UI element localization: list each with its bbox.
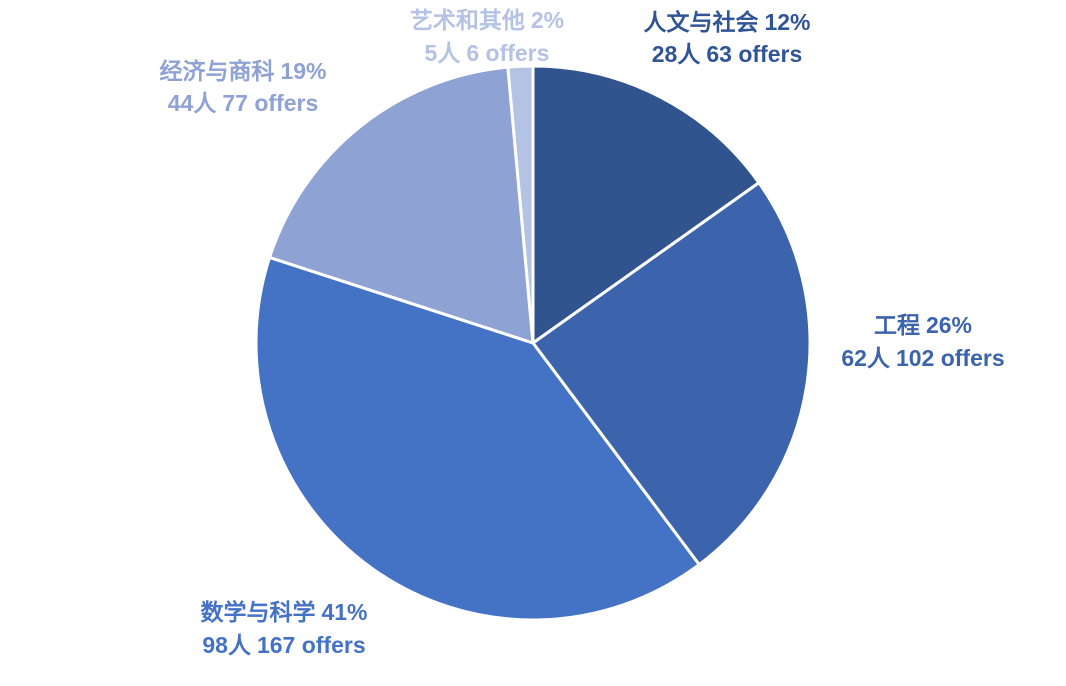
label-economics-business-line1: 经济与商科 [159, 58, 274, 84]
pie-slice-humanities [531, 64, 761, 345]
pie-slice-economics-business [268, 65, 535, 345]
label-math-science-percent: 41% [321, 599, 367, 625]
label-engineering-people: 62人 [841, 345, 891, 371]
label-engineering-offers: 102 offers [896, 345, 1005, 371]
label-arts-other-people: 5人 [425, 40, 462, 66]
label-engineering-percent: 26% [926, 312, 972, 338]
label-humanities-percent: 12% [764, 9, 810, 35]
label-engineering-line1: 工程 [874, 312, 920, 338]
label-math-science-offers: 167 offers [257, 632, 366, 658]
label-math-science-line1: 数学与科学 [200, 599, 315, 625]
label-economics-business: 经济与商科 19% 44人 77 offers [159, 58, 326, 116]
label-humanities-offers: 63 offers [706, 41, 802, 67]
label-math-science-people: 98人 [202, 632, 252, 658]
label-economics-business-offers: 77 offers [222, 90, 318, 116]
label-arts-other-percent: 2% [531, 7, 564, 33]
pie-slice-engineering [531, 181, 812, 567]
label-humanities-people: 28人 [652, 41, 702, 67]
pie-slice-arts-other [506, 64, 535, 345]
pie-slice-math-science [254, 255, 701, 622]
svg-text:5人6 offers: 5人 6 offers [425, 40, 550, 66]
label-humanities: 人文与社会 12% 28人 63 offers [643, 9, 810, 67]
label-arts-other-offers: 6 offers [466, 40, 549, 66]
label-economics-business-percent: 19% [280, 58, 326, 84]
pie-slices [254, 64, 812, 622]
label-humanities-line1: 人文与社会 [643, 9, 758, 35]
label-arts-other: 艺术和其他 2% 5人 6 offers [410, 7, 564, 66]
label-math-science: 数学与科学 41% 98人 167 offers [200, 599, 367, 658]
label-arts-other-line1: 艺术和其他 [410, 7, 525, 33]
label-economics-business-people: 44人 [168, 90, 218, 116]
label-engineering: 工程 26% 62人 102 offers [841, 312, 1004, 371]
